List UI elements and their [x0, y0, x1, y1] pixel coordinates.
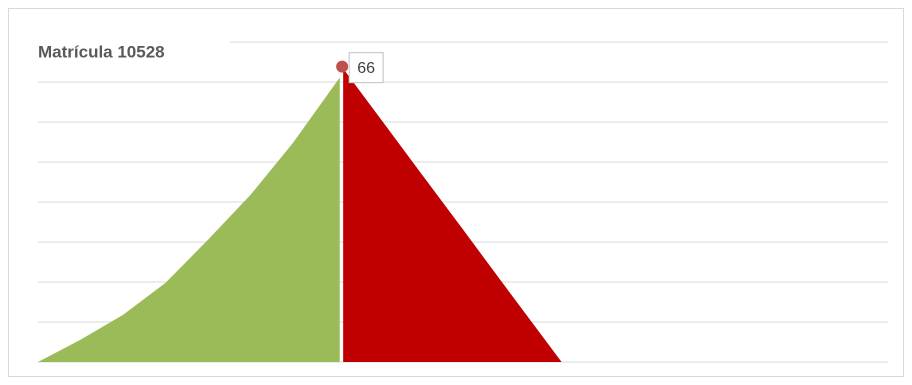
title-background	[30, 38, 230, 66]
chart-title: Matrícula 10528	[38, 42, 165, 61]
data-point-marker	[336, 60, 349, 73]
area	[343, 68, 562, 363]
area	[38, 77, 340, 363]
data-label: 66	[357, 60, 375, 77]
data-label-box	[348, 52, 384, 84]
